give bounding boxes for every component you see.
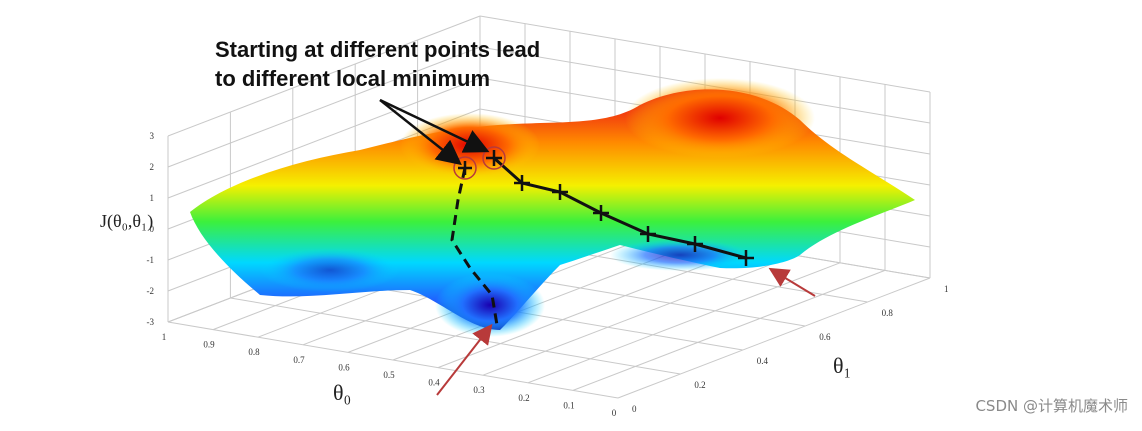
- theta1-axis-ticks: 0 0.2 0.4 0.6 0.8 1: [632, 284, 949, 414]
- z-tick-label: 2: [150, 162, 155, 172]
- theta0-tick-label: 0.6: [338, 362, 350, 372]
- descent-path-1: [450, 167, 499, 326]
- z-tick-label: -1: [147, 255, 155, 265]
- path-step-marker: [738, 250, 754, 266]
- path-step-marker: [486, 150, 502, 166]
- theta1-tick-label: 0.6: [819, 332, 831, 342]
- theta1-tick-label: 0.2: [694, 380, 705, 390]
- z-tick-label: -2: [147, 286, 155, 296]
- theta1-tick-label: 0.8: [882, 308, 894, 318]
- path-step-marker: [514, 175, 530, 191]
- annotation-arrow: [379, 98, 490, 153]
- theta0-tick-label: 1: [162, 332, 167, 342]
- theta0-tick-label: 0: [612, 408, 617, 418]
- annotation-arrow: [379, 99, 462, 166]
- path-step-marker: [458, 161, 472, 175]
- minimum-arrow: [768, 267, 816, 297]
- theta0-tick-label: 0.9: [203, 340, 215, 350]
- theta0-tick-label: 0.5: [383, 370, 395, 380]
- theta0-tick-label: 0.7: [293, 355, 305, 365]
- theta0-axis-ticks: 1 0.9 0.8 0.7 0.6 0.5 0.4 0.3 0.2 0.1 0: [162, 332, 617, 418]
- x-axis-label: θ₀: [333, 380, 351, 405]
- z-tick-label: 1: [150, 193, 155, 203]
- watermark: CSDN @计算机魔术师: [975, 397, 1128, 415]
- z-tick-label: 3: [150, 131, 155, 141]
- annotation-line-1: Starting at different points lead: [215, 37, 540, 62]
- z-axis-ticks: 3 2 1 0 -1 -2 -3: [147, 131, 155, 327]
- theta0-tick-label: 0.4: [428, 378, 440, 388]
- path-step-marker: [640, 226, 656, 242]
- theta1-tick-label: 0: [632, 404, 637, 414]
- theta0-tick-label: 0.1: [563, 400, 574, 410]
- theta0-tick-label: 0.8: [248, 347, 260, 357]
- theta1-tick-label: 0.4: [757, 356, 769, 366]
- start-marker: [453, 156, 477, 180]
- path-step-marker: [593, 205, 609, 221]
- minimum-arrow: [436, 323, 493, 396]
- path-step-marker: [687, 236, 703, 252]
- annotation-line-2: to different local minimum: [215, 66, 490, 91]
- z-axis-label: J(θ₀,θ₁): [100, 211, 153, 232]
- z-tick-label: 0: [150, 224, 155, 234]
- theta0-tick-label: 0.2: [518, 393, 529, 403]
- z-tick-label: -3: [147, 317, 155, 327]
- descent-paths: [450, 150, 754, 326]
- theta1-tick-label: 1: [944, 284, 949, 294]
- path-step-marker: [552, 184, 568, 200]
- start-marker: [482, 146, 506, 170]
- y-axis-label: θ₁: [833, 353, 851, 378]
- theta0-tick-label: 0.3: [473, 385, 485, 395]
